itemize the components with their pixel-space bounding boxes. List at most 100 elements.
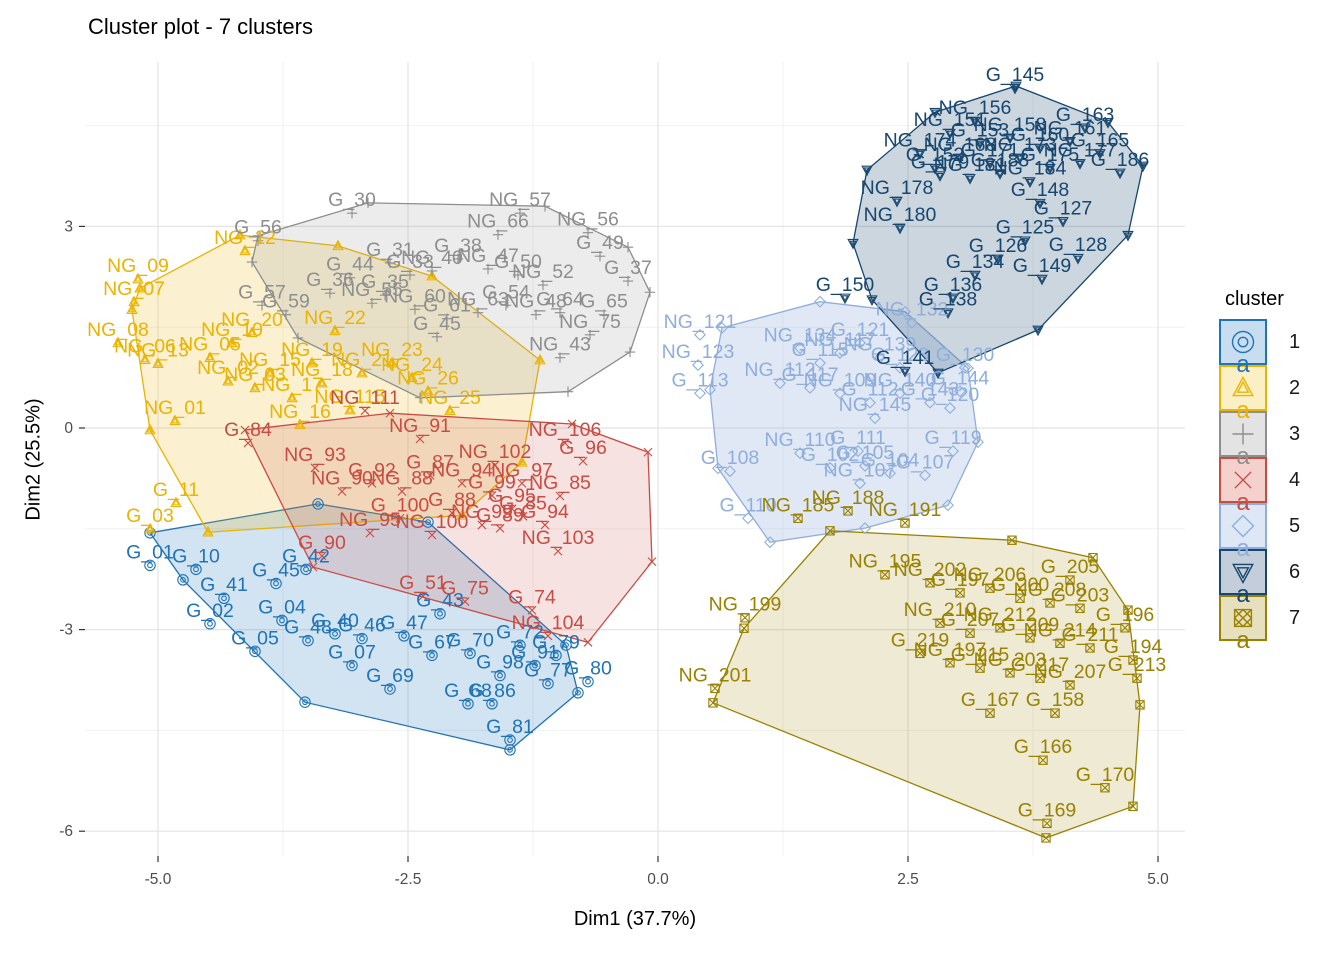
y-tick-label: 3 [64, 218, 73, 235]
point-label: NG_140 [864, 369, 937, 391]
point-label: G_215 [951, 644, 1010, 666]
hull-vertex-marker [622, 242, 634, 253]
point-marker [954, 153, 966, 165]
point-label: G_152 [906, 144, 965, 166]
point-marker [964, 173, 976, 185]
point-label: NG_63 [447, 289, 509, 311]
point-marker [310, 463, 320, 473]
point-label: G_126 [969, 235, 1028, 257]
point-label: NG_106 [529, 419, 602, 441]
point-marker [900, 518, 910, 528]
point-marker [1128, 655, 1138, 665]
point-label: NG_05 [179, 334, 241, 356]
point-label: NG_40 [401, 247, 463, 269]
point-marker [554, 307, 566, 318]
legend-text-glyph: a [1236, 581, 1250, 608]
hull-vertex-marker [567, 419, 577, 429]
legend-label-5: 5 [1289, 514, 1301, 537]
point-label: NG_117 [804, 329, 875, 351]
point-label: NG_177 [1044, 139, 1117, 161]
point-marker [384, 257, 396, 269]
point-marker [346, 659, 358, 672]
point-label: G_03 [126, 505, 174, 527]
point-marker [346, 207, 358, 219]
point-marker [494, 669, 506, 682]
point-marker [975, 663, 985, 673]
point-label: G_207 [941, 609, 1000, 631]
point-marker [1065, 575, 1075, 585]
point-marker [270, 577, 282, 590]
point-marker [1035, 673, 1045, 683]
hull-vertex-marker [825, 526, 835, 536]
point-marker [500, 300, 512, 311]
point-label: NG_21 [331, 349, 393, 371]
point-marker [1004, 133, 1016, 145]
point-marker [954, 385, 966, 398]
point-marker [944, 128, 956, 140]
point-marker [460, 597, 470, 607]
point-marker [204, 351, 216, 362]
point-label: G_79 [532, 631, 580, 653]
point-marker [280, 309, 292, 320]
hull-vertex-marker [739, 623, 749, 633]
hull-vertex-marker [1123, 605, 1133, 615]
point-marker [582, 675, 594, 688]
point-label: G_110 [719, 494, 776, 516]
x-tick-label: -2.5 [395, 871, 422, 888]
point-label: NG_134 [764, 324, 837, 346]
cluster-2-points [112, 228, 546, 537]
point-label: NG_206 [954, 564, 1027, 586]
point-label: G_91 [511, 641, 559, 663]
point-label: G_160 [1011, 124, 1070, 146]
point-label: NG_24 [381, 354, 443, 376]
point-label: NG_19 [281, 339, 343, 361]
point-label: NG_214 [1024, 619, 1097, 641]
point-marker [594, 251, 606, 262]
point-marker [578, 456, 588, 466]
hull-vertex-marker [764, 536, 776, 549]
point-label: G_194 [1104, 636, 1163, 658]
hull-vertex-marker [362, 197, 374, 209]
point-label: G_167 [961, 689, 1020, 711]
point-marker [542, 677, 554, 690]
point-label: NG_132 [876, 299, 949, 321]
legend-key-5: a [1219, 503, 1267, 561]
point-label: NG_203 [974, 649, 1047, 671]
point-marker [834, 387, 846, 400]
point-label: NG_52 [512, 261, 574, 283]
point-marker [249, 645, 261, 658]
point-label: G_217 [1011, 654, 1070, 676]
hull-vertex-marker [562, 386, 574, 397]
point-marker [452, 253, 464, 265]
point-marker [487, 490, 497, 500]
hull-vertex-marker [859, 522, 871, 535]
point-marker [1005, 668, 1015, 678]
point-label: G_56 [234, 217, 282, 239]
hull-vertex-marker [240, 425, 250, 435]
point-label: G_64 [536, 289, 584, 311]
point-label: G_205 [1041, 556, 1100, 578]
point-marker [529, 659, 541, 672]
point-label: NG_66 [467, 211, 529, 233]
point-marker [356, 632, 368, 645]
hull-vertex-marker [252, 230, 264, 242]
point-marker [914, 149, 926, 160]
legend-label-7: 7 [1289, 606, 1301, 629]
point-label: G_111 [830, 427, 886, 449]
point-label: G_02 [186, 600, 234, 622]
point-marker [947, 293, 959, 305]
point-marker [527, 605, 537, 615]
point-label: G_123 [871, 344, 930, 366]
hull-vertex-marker [504, 744, 516, 756]
hull-vertex-marker [929, 107, 941, 119]
point-label: NG_102 [459, 441, 532, 463]
point-marker [994, 169, 1006, 180]
point-label: NG_197 [914, 639, 987, 661]
point-marker [869, 412, 881, 425]
hull-vertex-marker [308, 562, 318, 572]
point-label: G_213 [1108, 654, 1167, 676]
triangle-double-icon [1232, 376, 1254, 397]
point-label: NG_173 [984, 134, 1057, 156]
